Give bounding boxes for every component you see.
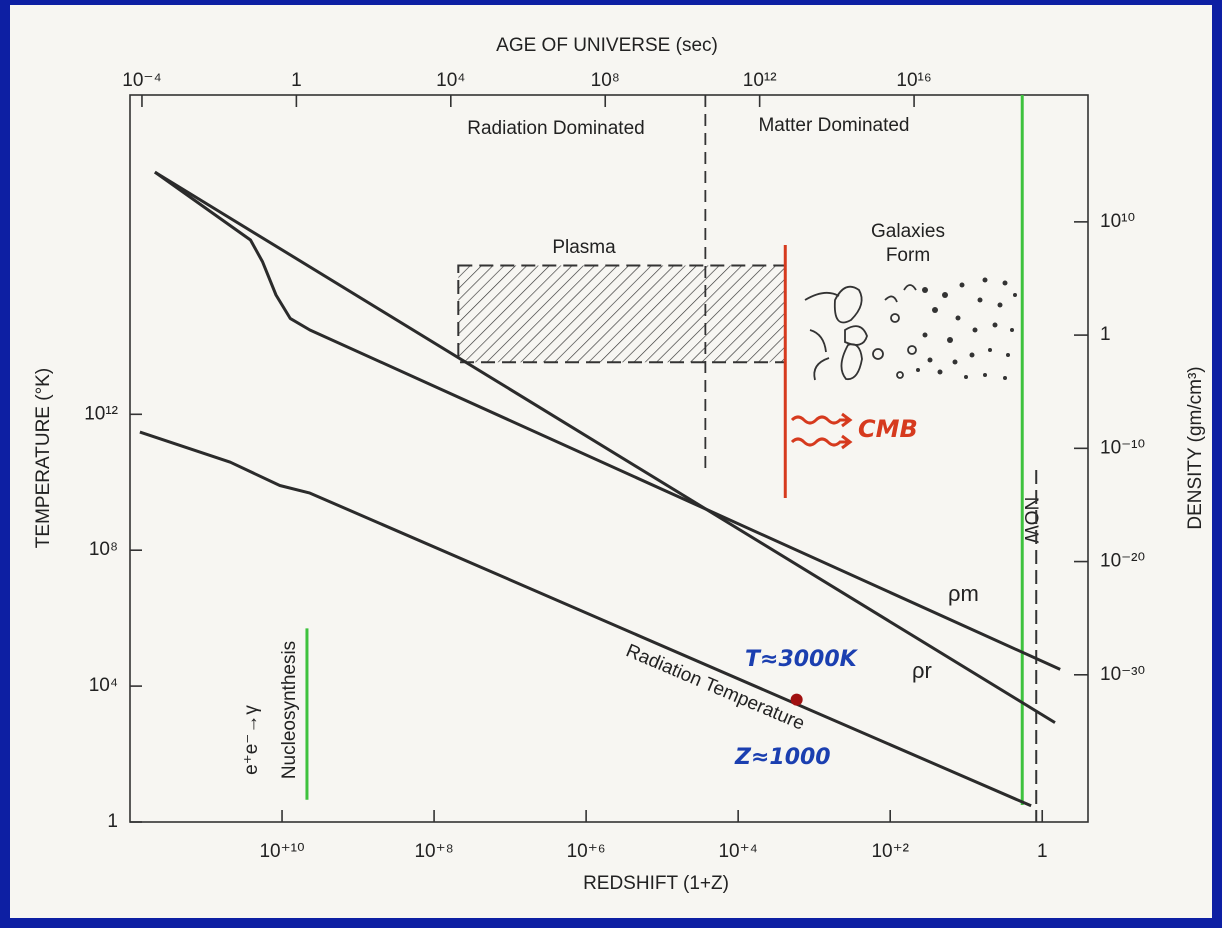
x-tick-label: 10⁺²: [871, 841, 909, 862]
reaction-label: e⁺e⁻→γ: [241, 705, 262, 775]
y-axis-title: TEMPERATURE (°K): [33, 368, 54, 548]
x2-tick-label: 10¹⁶: [896, 70, 931, 91]
galaxies-label: Galaxies: [871, 221, 945, 242]
y-tick-label: 10⁸: [89, 539, 118, 560]
x2-tick-label: 10⁴: [436, 70, 465, 91]
page: [10, 5, 1212, 918]
y2-tick-label: 10⁻²⁰: [1100, 551, 1145, 572]
plot-frame: [129, 94, 1089, 823]
y-tick-label: 1: [107, 811, 118, 832]
series-line: [139, 430, 1032, 808]
plasma-region: [457, 264, 787, 364]
series-label: ρr: [912, 658, 932, 683]
plasma-label: Plasma: [552, 237, 616, 258]
y-tick-label: 10⁴: [89, 675, 118, 696]
x-axis-title: REDSHIFT (1+Z): [583, 873, 729, 894]
y2-tick-label: 10⁻³⁰: [1100, 664, 1145, 685]
x-tick-label: 1: [1037, 841, 1048, 862]
era-label: Radiation Dominated: [467, 118, 644, 139]
top-axis-title: AGE OF UNIVERSE (sec): [496, 35, 718, 56]
galaxies-label: Form: [886, 245, 930, 266]
x2-tick-label: 10⁻⁴: [122, 70, 161, 91]
nucleosynthesis-label: Nucleosynthesis: [279, 641, 300, 779]
era-label: Matter Dominated: [758, 115, 909, 136]
series-line: [154, 170, 1061, 671]
y2-tick-label: 10¹⁰: [1100, 211, 1135, 232]
y2-axis-title: DENSITY (gm/cm³): [1185, 366, 1206, 529]
temperature-annotation: T≈3000K: [745, 647, 859, 672]
x2-tick-label: 10⁸: [591, 70, 620, 91]
y2-tick-label: 1: [1100, 324, 1111, 345]
x2-tick-label: 10¹²: [743, 70, 777, 91]
x-tick-label: 10⁺⁴: [718, 841, 757, 862]
series-line: [154, 170, 1056, 724]
cmb-label: CMB: [858, 415, 918, 443]
x-tick-label: 10⁺¹⁰: [259, 841, 304, 862]
series-label: ρm: [948, 581, 979, 606]
redshift-annotation: Z≈1000: [734, 745, 831, 770]
galaxy-sketch: [804, 284, 917, 381]
galaxy-sketch: [916, 277, 1017, 380]
x-tick-label: 10⁺⁸: [414, 841, 453, 862]
cmb-arrow: [790, 412, 853, 450]
y2-tick-label: 10⁻¹⁰: [1100, 437, 1145, 458]
x-tick-label: 10⁺⁶: [567, 841, 606, 862]
x2-tick-label: 1: [291, 70, 302, 91]
y-tick-label: 10¹²: [84, 403, 118, 424]
recombination-point: [790, 693, 803, 706]
